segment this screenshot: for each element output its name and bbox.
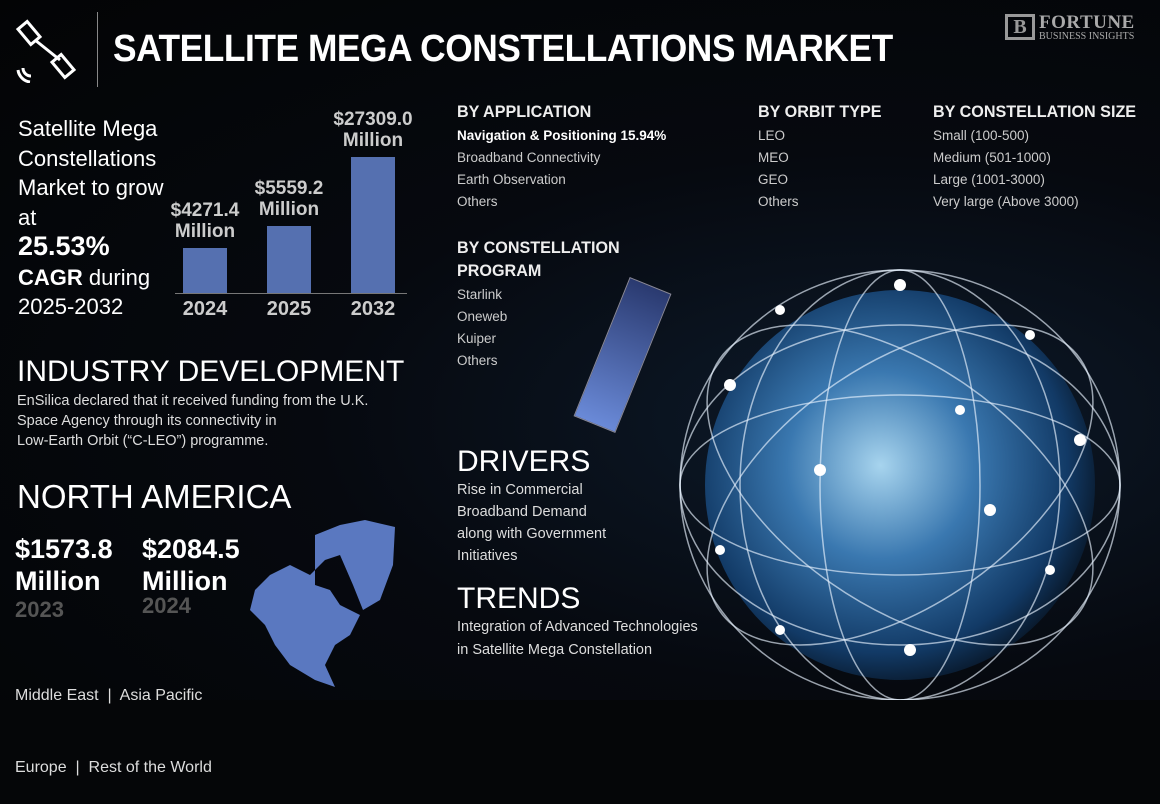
bar-2024 xyxy=(183,248,227,293)
trends-text: in Satellite Mega Constellation xyxy=(457,642,653,658)
segment-item: Starlink xyxy=(457,287,503,302)
segment-orbit: BY ORBIT TYPE LEO MEO GEO Others xyxy=(758,102,888,213)
logo-mark-icon: B xyxy=(1005,14,1035,40)
value-year: 2024 xyxy=(142,593,191,618)
bar-value-label: $27309.0 Million xyxy=(333,109,413,151)
header-divider xyxy=(97,12,98,87)
drivers-text: along with Government xyxy=(457,526,607,542)
drivers-text: Rise in Commercial xyxy=(457,482,583,498)
trends-section: TRENDS Integration of Advanced Technolog… xyxy=(457,582,698,662)
industry-text: Space Agency through its connectivity in xyxy=(17,413,277,429)
segment-item: MEO xyxy=(758,150,789,165)
segment-item: Others xyxy=(758,194,799,209)
drivers-title: DRIVERS xyxy=(457,445,591,478)
cagr-label: CAGR xyxy=(18,264,83,290)
bar-value-label: $4271.4 Million xyxy=(170,200,240,242)
value-amount: $2084.5 xyxy=(142,534,240,564)
segment-title: BY APPLICATION xyxy=(457,102,592,121)
regions-line: Middle East | Asia Pacific xyxy=(15,687,203,704)
drivers-section: DRIVERS Rise in Commercial Broadband Dem… xyxy=(457,445,606,567)
segment-item: Very large (Above 3000) xyxy=(933,194,1079,209)
value-unit: Million xyxy=(142,566,228,596)
logo-sub-text: BUSINESS INSIGHTS xyxy=(1039,31,1135,42)
globe-network-illustration xyxy=(679,269,1121,700)
segment-item: Kuiper xyxy=(457,331,497,346)
region-value-2023: $1573.8 Million 2023 xyxy=(15,533,113,623)
segment-item: Others xyxy=(457,194,498,209)
page-title: SATELLITE MEGA CONSTELLATIONS MARKET xyxy=(113,28,893,70)
other-regions: Middle East | Asia Pacific Europe | Rest… xyxy=(15,636,212,804)
segment-item: Large (1001-3000) xyxy=(933,172,1045,187)
value-unit: Million xyxy=(15,566,101,596)
segment-item: Broadband Connectivity xyxy=(457,150,601,165)
bar-2032 xyxy=(351,157,395,293)
segment-item: GEO xyxy=(758,172,789,187)
segment-program: BY CONSTELLATION PROGRAM Starlink Oneweb… xyxy=(457,238,628,372)
drivers-text: Broadband Demand xyxy=(457,504,587,520)
x-tick-label: 2025 xyxy=(266,298,312,320)
segment-size: BY CONSTELLATION SIZE Small (100-500) Me… xyxy=(933,102,1147,213)
segment-title: BY ORBIT TYPE xyxy=(758,102,882,121)
industry-title: INDUSTRY DEVELOPMENT xyxy=(17,355,405,388)
segment-item: Oneweb xyxy=(457,309,508,324)
intro-text: Satellite Mega Constellations Market to … xyxy=(18,116,164,230)
x-tick-label: 2024 xyxy=(182,298,228,320)
trends-title: TRENDS xyxy=(457,582,581,615)
region-title: NORTH AMERICA xyxy=(17,478,292,515)
chart-baseline xyxy=(175,293,407,294)
drivers-text: Initiatives xyxy=(457,548,518,564)
regions-line: Europe | Rest of the World xyxy=(15,759,212,776)
segment-application: BY APPLICATION Navigation & Positioning … xyxy=(457,102,666,213)
market-growth-intro: Satellite Mega Constellations Market to … xyxy=(18,114,178,322)
bar-value-label: $5559.2 Million xyxy=(254,178,324,221)
value-year: 2023 xyxy=(15,597,64,622)
north-america-map xyxy=(250,520,395,687)
segment-title: PROGRAM xyxy=(457,261,542,280)
region-value-2024: $2084.5 Million 2024 xyxy=(142,533,240,619)
trends-text: Integration of Advanced Technologies xyxy=(457,619,698,635)
segment-title: BY CONSTELLATION SIZE xyxy=(933,102,1137,121)
segment-item: Navigation & Positioning 15.94% xyxy=(457,128,667,143)
logo-main-text: FORTUNE xyxy=(1039,12,1135,33)
segment-item: Others xyxy=(457,353,498,368)
segment-item: Medium (501-1000) xyxy=(933,150,1051,165)
bar-2025 xyxy=(267,226,311,293)
value-amount: $1573.8 xyxy=(15,534,113,564)
segment-title: BY CONSTELLATION xyxy=(457,238,620,257)
industry-text: Low-Earth Orbit (“C-LEO”) programme. xyxy=(17,433,269,449)
x-tick-label: 2032 xyxy=(350,298,396,320)
satellite-icon xyxy=(15,19,77,83)
industry-text: EnSilica declared that it received fundi… xyxy=(17,393,369,409)
segment-item: Small (100-500) xyxy=(933,128,1030,143)
north-america-section: NORTH AMERICA xyxy=(17,478,291,516)
intro-period: during 2025-2032 xyxy=(18,264,151,320)
segment-item: Earth Observation xyxy=(457,172,566,187)
cagr-value: 25.53% xyxy=(18,231,110,261)
industry-development: INDUSTRY DEVELOPMENT EnSilica declared t… xyxy=(17,355,404,451)
segment-item: LEO xyxy=(758,128,786,143)
